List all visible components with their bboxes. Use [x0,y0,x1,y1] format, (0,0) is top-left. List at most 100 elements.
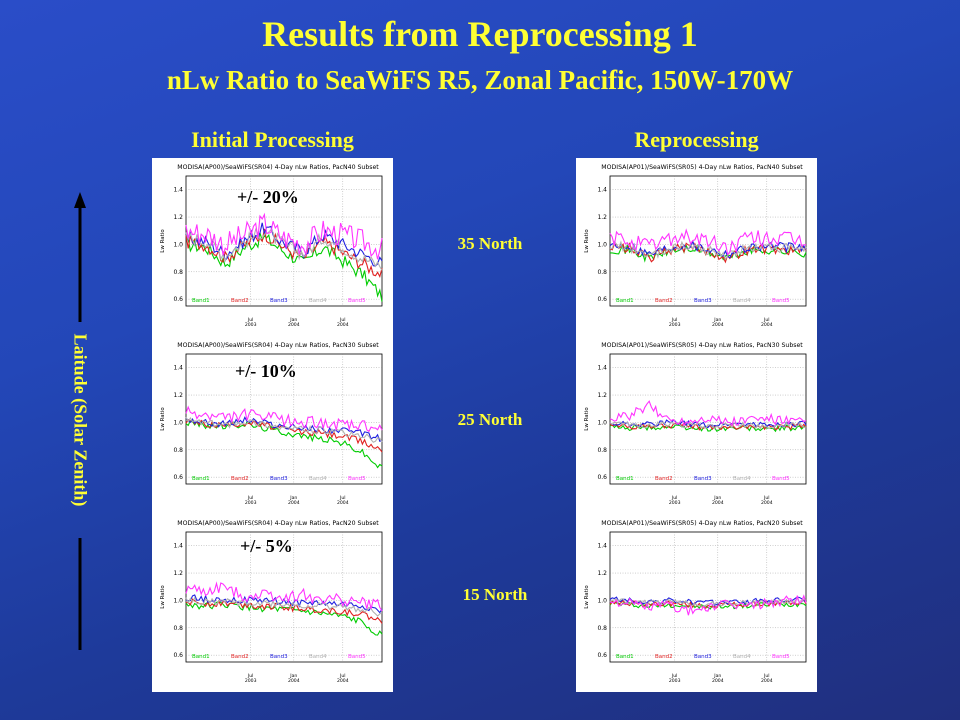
latitude-label-35: 35 North [457,234,523,253]
series-line-band5 [185,581,383,612]
legend-item: Band1 [192,476,210,482]
x-tick-label: 2003 [245,678,257,684]
y-tick-label: 1.4 [597,365,607,372]
legend-item: Band4 [733,654,751,660]
x-tick-label: 2003 [245,500,257,506]
legend-item: Band5 [772,654,790,660]
x-tick-label: 2003 [669,678,681,684]
legend-item: Band3 [694,476,712,482]
x-tick-label: 2004 [761,678,773,684]
y-tick-label: 1.0 [173,419,183,426]
x-tick-label: Jul [671,317,678,323]
column-heading-reprocessing: Reprocessing [634,127,759,152]
x-tick-label: Jan [713,317,721,323]
x-tick-label: 2003 [669,322,681,328]
legend-item: Band1 [616,298,634,304]
plot-frame [185,353,383,485]
x-tick-label: 2003 [669,500,681,506]
series-line-band1 [185,419,383,469]
x-tick-label: Jan [713,495,721,501]
series-line-band4 [609,597,807,607]
y-tick-label: 1.0 [597,241,607,248]
legend-item: Band2 [655,298,673,304]
x-tick-label: Jan [289,673,297,679]
x-tick-label: Jul [339,673,346,679]
series-line-band5 [185,212,383,260]
y-tick-label: 1.0 [597,419,607,426]
x-tick-label: Jul [247,495,254,501]
series-line-band1 [609,601,807,610]
y-tick-label: 1.4 [173,187,183,194]
chart-panel: MODISA(AP00)/SeaWiFS(SR04) 4-Day nLw Rat… [160,164,383,328]
slide-title: Results from Reprocessing 1 [262,14,698,54]
series-line-band3 [185,416,383,443]
y-tick-label: 1.2 [173,570,183,577]
chart-panel: MODISA(AP01)/SeaWiFS(SR05) 4-Day nLw Rat… [584,164,807,328]
legend-item: Band4 [309,476,327,482]
legend-item: Band5 [348,298,366,304]
series-line-band3 [609,596,807,606]
y-axis-label: Lw Ratio [584,229,590,253]
x-tick-label: 2003 [245,322,257,328]
latitude-arrow-icon [74,192,86,650]
x-tick-label: Jul [763,673,770,679]
tolerance-label-25: +/- 10% [235,361,297,381]
y-axis-label: Lw Ratio [160,407,166,431]
series-line-band5 [609,594,807,616]
legend-item: Band2 [655,476,673,482]
chart-title: MODISA(AP00)/SeaWiFS(SR04) 4-Day nLw Rat… [177,164,379,171]
legend-item: Band4 [733,298,751,304]
series-line-band5 [185,405,383,433]
plot-frame [609,531,807,663]
latitude-label-15: 15 North [462,585,528,604]
latitude-label-25: 25 North [457,410,523,429]
x-tick-label: 2004 [712,322,724,328]
legend-item: Band5 [348,476,366,482]
y-axis-label: Lw Ratio [160,229,166,253]
x-tick-label: Jul [339,317,346,323]
legend-item: Band5 [348,654,366,660]
y-tick-label: 0.8 [597,625,607,632]
x-tick-label: 2004 [712,500,724,506]
plot-frame [609,175,807,307]
chart-title: MODISA(AP00)/SeaWiFS(SR04) 4-Day nLw Rat… [177,520,379,527]
legend-item: Band1 [616,476,634,482]
y-tick-label: 1.4 [597,187,607,194]
chart-panel: MODISA(AP01)/SeaWiFS(SR05) 4-Day nLw Rat… [584,342,807,506]
x-tick-label: 2004 [337,322,349,328]
x-tick-label: 2004 [761,500,773,506]
series-line-band4 [609,240,807,261]
y-tick-label: 0.8 [173,269,183,276]
series-line-band5 [609,400,807,427]
y-tick-label: 1.4 [173,543,183,550]
legend-item: Band1 [192,298,210,304]
series-line-band4 [185,596,383,617]
chart-title: MODISA(AP00)/SeaWiFS(SR04) 4-Day nLw Rat… [177,342,379,349]
legend-item: Band1 [192,654,210,660]
y-tick-label: 0.6 [173,652,183,659]
legend-item: Band1 [616,654,634,660]
legend-item: Band3 [694,298,712,304]
x-tick-label: 2004 [288,322,300,328]
y-tick-label: 0.6 [597,296,607,303]
x-tick-label: Jul [763,495,770,501]
reprocessing-panels: MODISA(AP01)/SeaWiFS(SR05) 4-Day nLw Rat… [576,158,817,692]
y-tick-label: 0.6 [173,296,183,303]
y-tick-label: 1.2 [597,214,607,221]
y-tick-label: 0.8 [597,447,607,454]
legend-item: Band2 [231,298,249,304]
legend-item: Band4 [309,298,327,304]
series-line-band4 [185,416,383,443]
series-line-band3 [609,240,807,259]
chart-title: MODISA(AP01)/SeaWiFS(SR05) 4-Day nLw Rat… [601,164,803,171]
y-tick-label: 1.0 [597,597,607,604]
y-tick-label: 1.2 [173,392,183,399]
x-tick-label: 2004 [288,500,300,506]
tolerance-label-35: +/- 20% [237,187,299,207]
y-tick-label: 1.2 [597,392,607,399]
column-heading-initial: Initial Processing [191,127,354,152]
chart-title: MODISA(AP01)/SeaWiFS(SR05) 4-Day nLw Rat… [601,520,803,527]
x-tick-label: 2004 [337,678,349,684]
chart-panel: MODISA(AP00)/SeaWiFS(SR04) 4-Day nLw Rat… [160,520,383,684]
y-tick-label: 1.4 [173,365,183,372]
